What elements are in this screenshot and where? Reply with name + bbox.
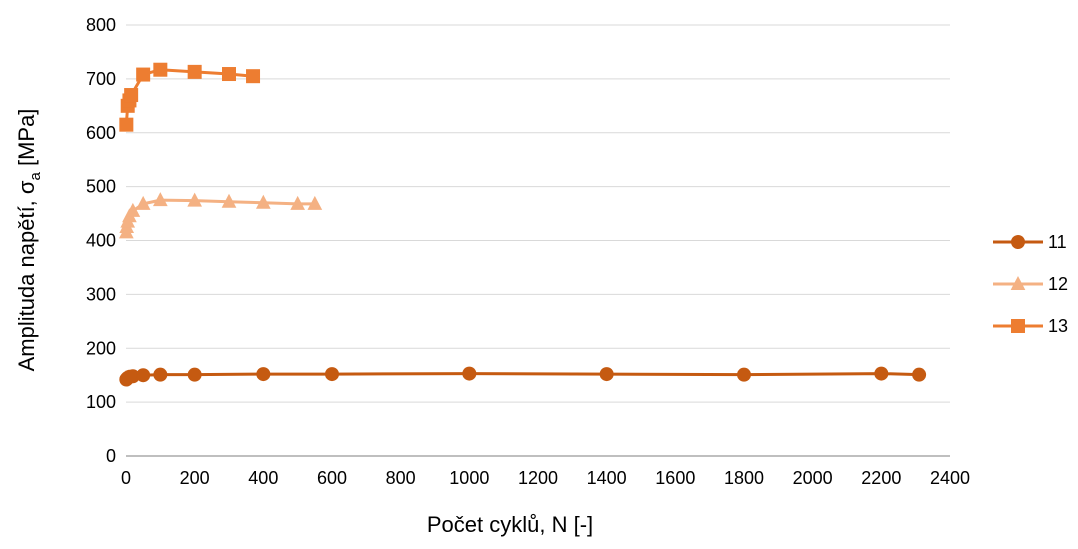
data-point-12 — [135, 195, 151, 210]
x-tick-label: 1200 — [518, 468, 558, 488]
data-point-11 — [912, 367, 927, 382]
x-axis-title: Počet cyklů, N [-] — [427, 512, 593, 537]
data-point-11 — [599, 367, 614, 382]
legend-label: 11 — [1048, 232, 1067, 252]
data-point-12 — [290, 195, 306, 210]
legend-marker-12 — [1010, 276, 1026, 290]
legend-label: 13 — [1048, 316, 1068, 336]
x-tick-label: 0 — [121, 468, 131, 488]
data-point-12 — [255, 194, 271, 209]
data-point-11 — [187, 367, 202, 382]
data-point-12 — [307, 195, 323, 210]
data-point-11 — [874, 366, 889, 381]
data-point-11 — [737, 367, 751, 382]
data-point-11 — [125, 369, 140, 384]
data-point-12 — [221, 193, 237, 208]
data-point-11 — [325, 367, 339, 382]
series-11 — [119, 366, 927, 387]
series — [118, 62, 927, 387]
data-point-13 — [119, 117, 134, 132]
y-axis-title-main: Amplituda napětí, σ — [14, 180, 39, 371]
data-point-11 — [256, 367, 271, 382]
legend-label: 12 — [1048, 274, 1068, 294]
x-tick-label: 2000 — [793, 468, 833, 488]
x-tick-labels: 0 200 400 600 800 1000 1200 1400 1600 1800 2000 220… — [121, 468, 970, 488]
series-line-11 — [125, 372, 920, 381]
y-tick-labels: 0 100 200 300 400 500 600 700 800 — [86, 15, 116, 466]
y-axis-title: Amplituda napětí, σa [MPa] — [14, 109, 44, 372]
y-tick-label: 0 — [106, 446, 116, 466]
data-point-13 — [222, 67, 236, 82]
legend-item-11: 11 — [993, 232, 1067, 252]
y-tick-label: 300 — [86, 284, 116, 304]
x-tick-label: 1800 — [724, 468, 764, 488]
y-tick-label: 400 — [86, 231, 116, 251]
x-tick-label: 200 — [180, 468, 210, 488]
y-axis-title-unit: [MPa] — [14, 109, 39, 173]
data-point-12 — [187, 192, 203, 207]
y-tick-label: 500 — [86, 177, 116, 197]
series-12 — [118, 192, 323, 239]
x-tick-label: 400 — [248, 468, 278, 488]
x-tick-label: 1400 — [587, 468, 627, 488]
x-tick-label: 600 — [317, 468, 347, 488]
series-13 — [119, 62, 261, 132]
x-tick-label: 1600 — [655, 468, 695, 488]
x-tick-label: 1000 — [449, 468, 489, 488]
legend-item-13: 13 — [993, 316, 1068, 336]
data-point-13 — [187, 64, 202, 79]
data-point-11 — [462, 366, 477, 381]
legend: 11 12 13 — [993, 232, 1068, 336]
x-tick-label: 2200 — [861, 468, 901, 488]
y-tick-label: 600 — [86, 123, 116, 143]
y-tick-label: 100 — [86, 392, 116, 412]
data-point-12 — [152, 192, 168, 207]
data-point-11 — [136, 368, 151, 383]
y-tick-label: 200 — [86, 338, 116, 358]
legend-marker-11 — [1011, 235, 1025, 249]
data-point-12 — [125, 202, 141, 217]
data-point-13 — [136, 67, 151, 82]
x-tick-label: 2400 — [930, 468, 970, 488]
data-point-13 — [246, 69, 261, 84]
gridlines — [126, 24, 950, 403]
data-point-13 — [153, 62, 168, 77]
x-tick-label: 800 — [386, 468, 416, 488]
legend-marker-13 — [1011, 319, 1025, 333]
legend-item-12: 12 — [993, 274, 1068, 294]
y-axis-title-subscript: a — [27, 172, 44, 181]
y-tick-label: 700 — [86, 69, 116, 89]
y-tick-label: 800 — [86, 15, 116, 35]
data-point-11 — [153, 367, 168, 382]
data-point-13 — [124, 88, 139, 103]
